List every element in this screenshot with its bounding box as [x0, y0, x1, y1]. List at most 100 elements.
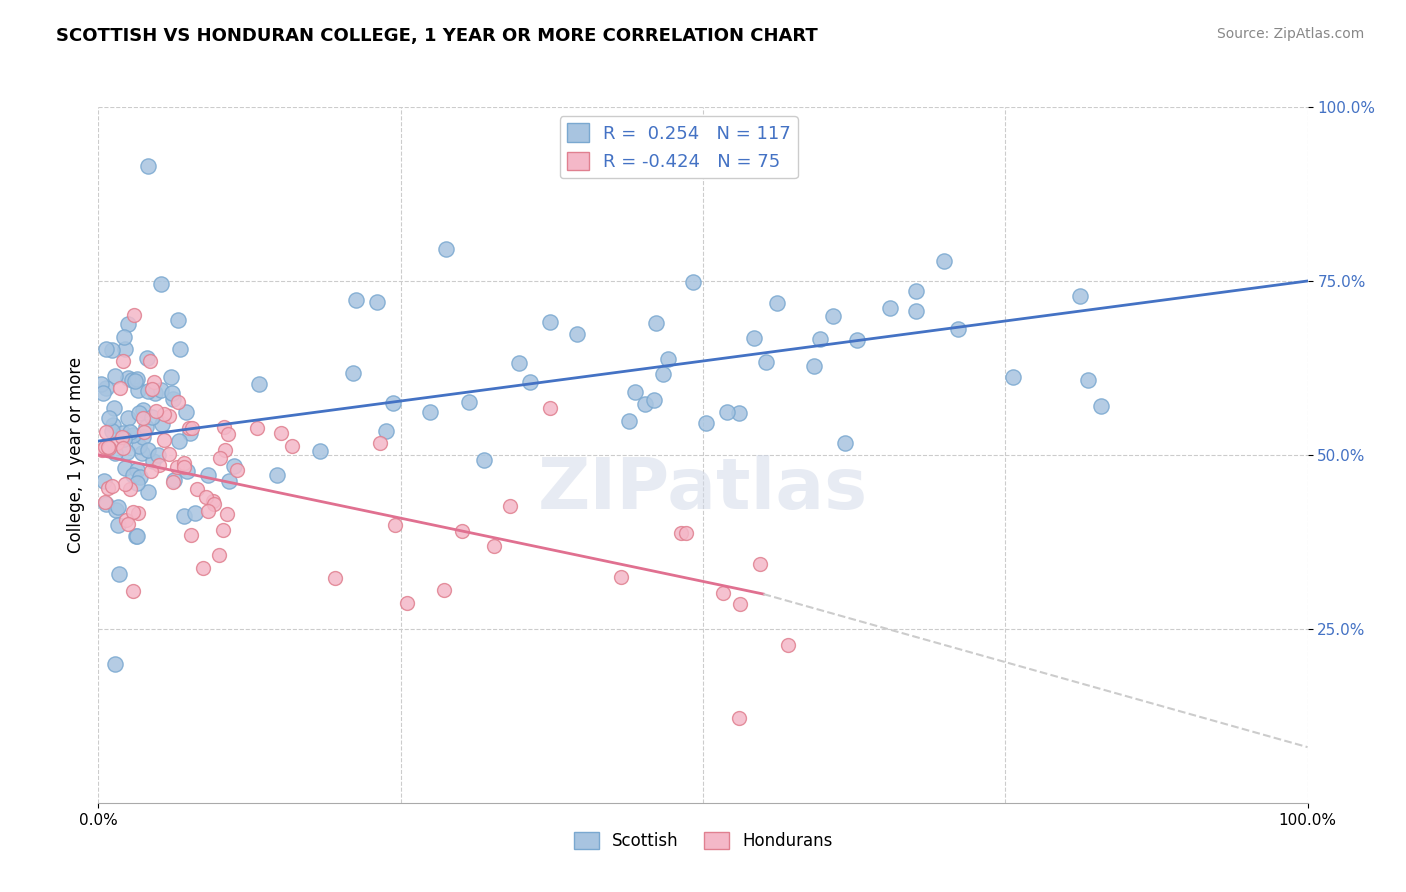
Point: [375, 424, 398, 438]
Point: [136, 160, 159, 174]
Point: [246, 421, 269, 435]
Point: [173, 509, 195, 524]
Point: [617, 414, 640, 428]
Point: [134, 425, 156, 439]
Point: [167, 434, 190, 449]
Point: [97, 481, 120, 495]
Point: [120, 482, 142, 496]
Point: [669, 526, 692, 541]
Point: [94, 495, 117, 509]
Point: [94, 498, 117, 512]
Point: [173, 460, 195, 475]
Point: [201, 494, 224, 508]
Point: [384, 518, 406, 533]
Point: [1002, 370, 1025, 384]
Point: [419, 405, 441, 419]
Point: [100, 343, 122, 358]
Point: [97, 440, 120, 454]
Point: [135, 419, 157, 434]
Point: [143, 385, 166, 400]
Point: [114, 343, 136, 357]
Point: [118, 425, 141, 439]
Point: [94, 381, 117, 395]
Point: [150, 383, 173, 397]
Point: [117, 517, 139, 532]
Point: [139, 464, 162, 478]
Point: [114, 430, 136, 444]
Point: [104, 657, 127, 672]
Point: [128, 469, 150, 483]
Point: [682, 275, 704, 289]
Point: [803, 359, 825, 374]
Point: [808, 332, 831, 346]
Point: [538, 401, 561, 415]
Legend: Scottish, Hondurans: Scottish, Hondurans: [567, 826, 839, 857]
Point: [122, 428, 145, 442]
Point: [128, 439, 150, 453]
Point: [214, 442, 236, 457]
Point: [281, 439, 304, 453]
Point: [366, 294, 388, 309]
Point: [1069, 288, 1091, 302]
Point: [97, 441, 120, 455]
Point: [202, 497, 225, 511]
Point: [117, 371, 139, 385]
Point: [100, 425, 122, 439]
Point: [125, 371, 148, 385]
Point: [112, 330, 135, 344]
Point: [94, 440, 117, 454]
Point: [166, 459, 188, 474]
Point: [167, 313, 190, 327]
Point: [174, 405, 197, 419]
Point: [128, 406, 150, 420]
Text: Source: ZipAtlas.com: Source: ZipAtlas.com: [1216, 27, 1364, 41]
Point: [179, 425, 201, 440]
Point: [727, 711, 749, 725]
Point: [138, 485, 160, 500]
Point: [222, 459, 245, 474]
Point: [167, 395, 190, 409]
Point: [716, 404, 738, 418]
Point: [145, 403, 167, 417]
Point: [107, 500, 129, 514]
Point: [482, 539, 505, 553]
Point: [212, 420, 235, 434]
Point: [160, 386, 183, 401]
Point: [474, 453, 496, 467]
Point: [432, 582, 454, 597]
Point: [370, 436, 392, 450]
Point: [538, 315, 561, 329]
Point: [186, 482, 208, 496]
Point: [114, 432, 136, 446]
Point: [1090, 399, 1112, 413]
Point: [150, 417, 173, 431]
Point: [749, 558, 772, 572]
Point: [727, 407, 749, 421]
Point: [217, 427, 239, 442]
Point: [451, 524, 474, 539]
Point: [610, 570, 633, 584]
Point: [211, 523, 233, 537]
Point: [162, 392, 184, 406]
Point: [184, 506, 207, 520]
Point: [141, 409, 163, 424]
Point: [226, 463, 249, 477]
Point: [645, 317, 668, 331]
Point: [845, 333, 868, 347]
Point: [104, 503, 127, 517]
Point: [93, 474, 115, 488]
Point: [270, 425, 292, 440]
Point: [122, 468, 145, 483]
Point: [905, 285, 928, 299]
Point: [932, 254, 955, 268]
Point: [105, 436, 128, 450]
Point: [131, 429, 153, 443]
Text: SCOTTISH VS HONDURAN COLLEGE, 1 YEAR OR MORE CORRELATION CHART: SCOTTISH VS HONDURAN COLLEGE, 1 YEAR OR …: [56, 27, 818, 45]
Point: [94, 425, 117, 439]
Point: [169, 343, 191, 357]
Point: [657, 351, 679, 366]
Point: [766, 296, 789, 310]
Point: [152, 433, 174, 447]
Point: [624, 385, 647, 400]
Point: [101, 479, 124, 493]
